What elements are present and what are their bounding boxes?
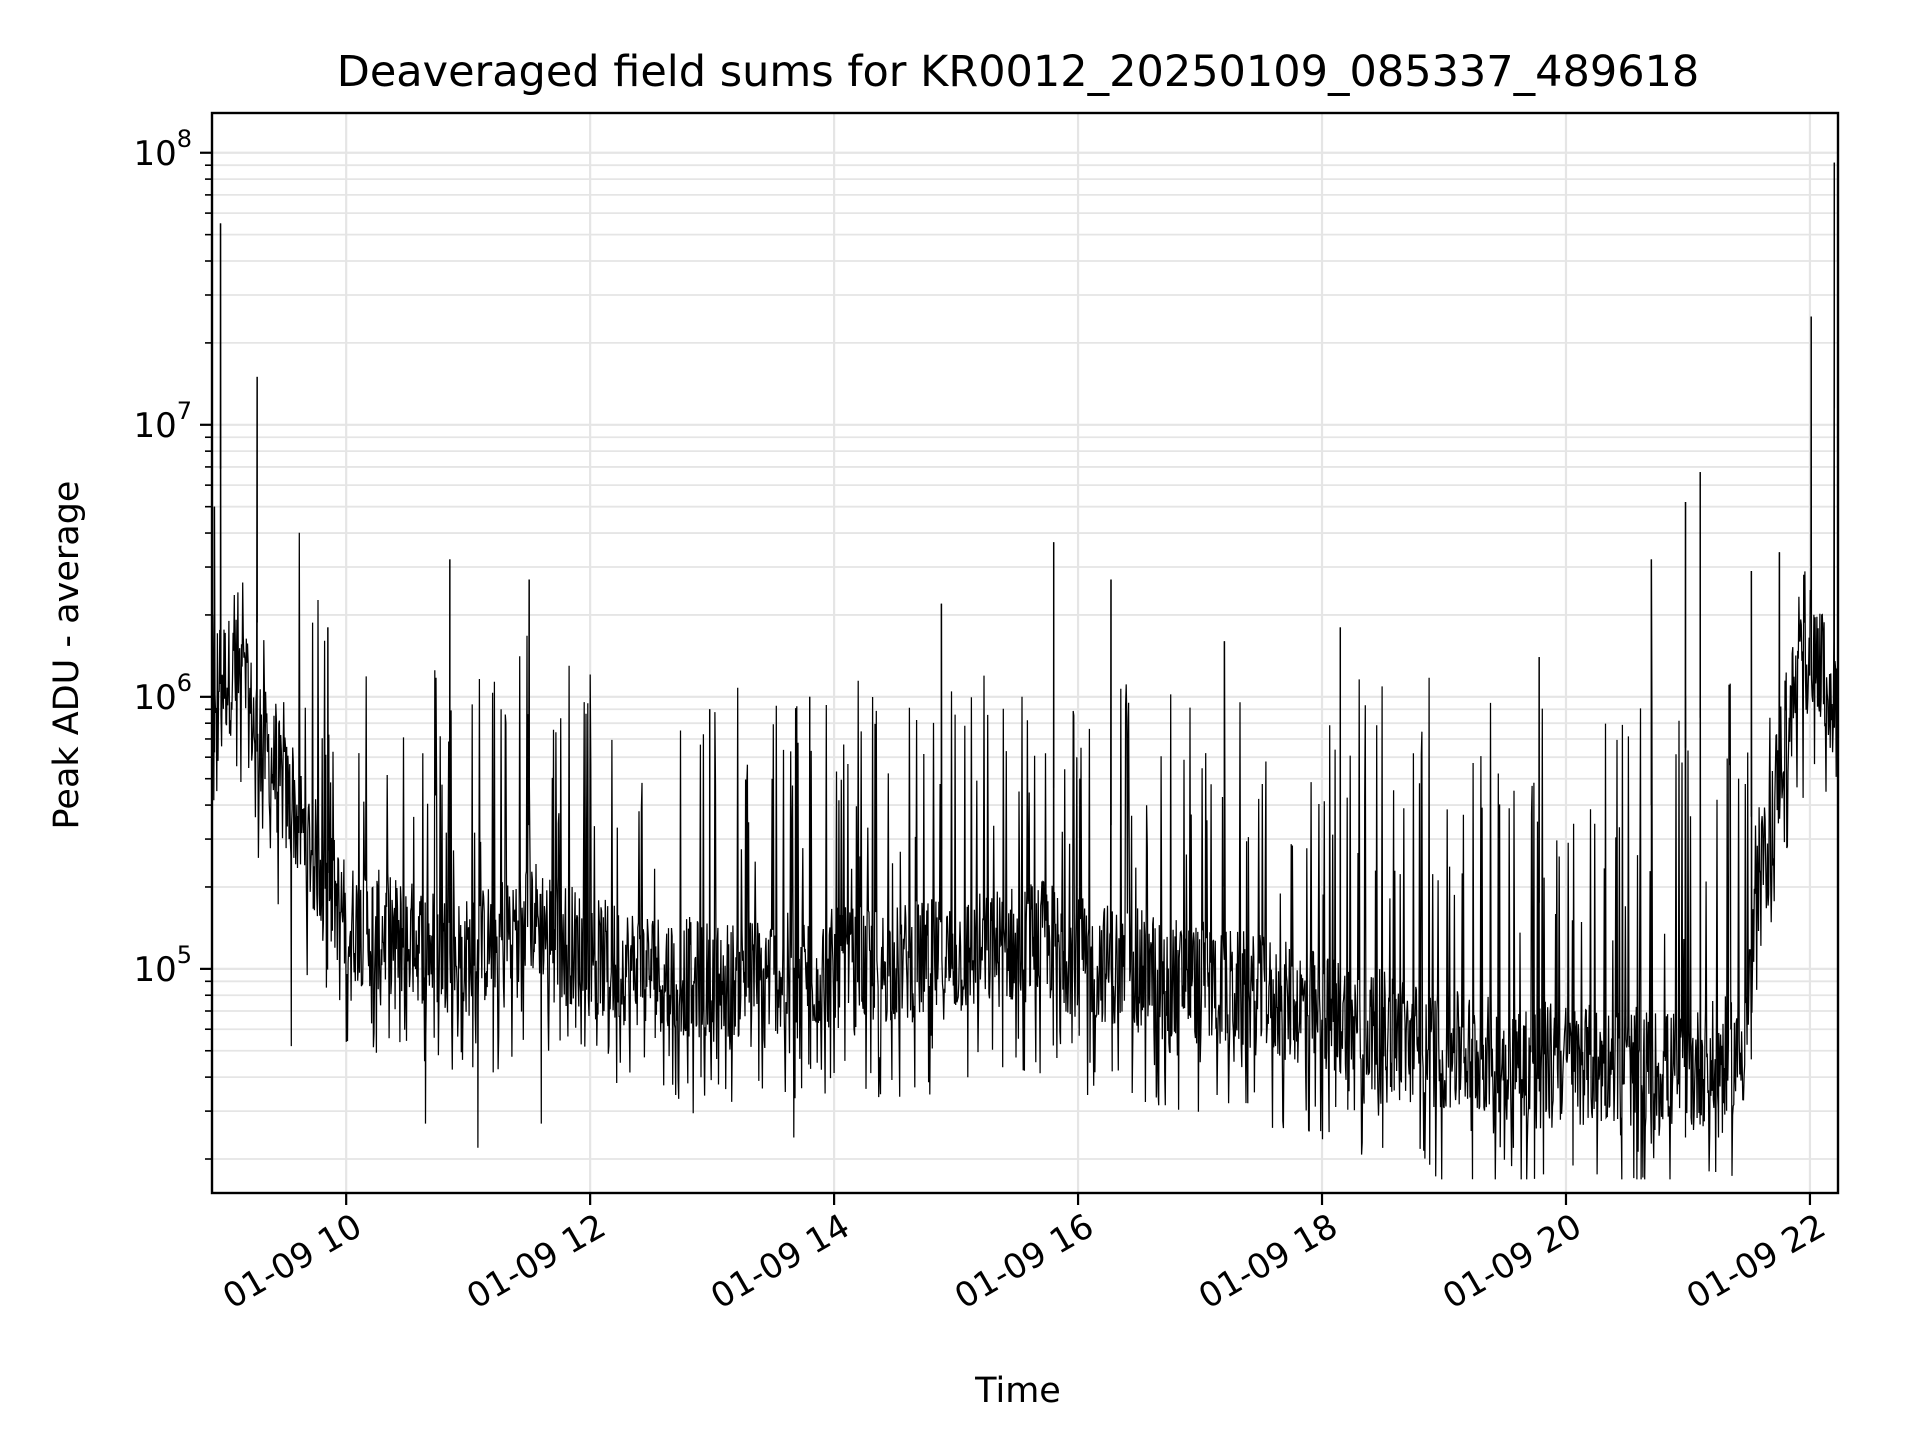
series-path	[212, 162, 1838, 1180]
y-tick-label: 105	[133, 941, 192, 990]
y-tick-label: 108	[133, 125, 192, 174]
series-line	[212, 162, 1838, 1180]
chart-title: Deaveraged field sums for KR0012_2025010…	[337, 47, 1700, 97]
x-axis-label: Time	[974, 1371, 1061, 1411]
y-axis-label: Peak ADU - average	[47, 481, 87, 830]
y-tick-label: 107	[133, 397, 192, 446]
plot-frame	[210, 111, 1840, 1195]
y-tick-label: 106	[133, 669, 192, 718]
